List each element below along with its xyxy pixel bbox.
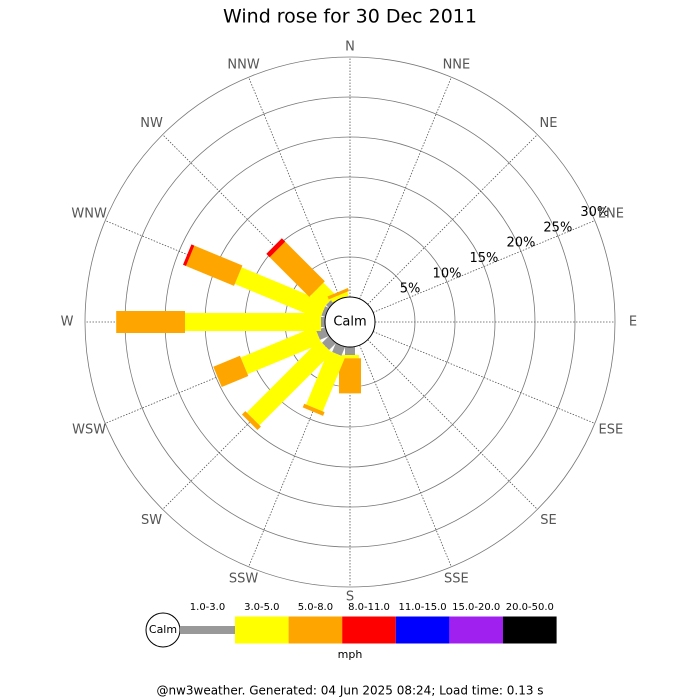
- ring-label: 30%: [580, 205, 609, 220]
- legend-label: 11.0-15.0: [399, 602, 447, 613]
- legend-label: 1.0-3.0: [190, 602, 225, 613]
- wind-bar: [332, 343, 346, 356]
- ring-label: 20%: [506, 236, 535, 251]
- ring-label: 10%: [433, 266, 462, 281]
- legend-label: 5.0-8.0: [298, 602, 333, 613]
- direction-label: WNW: [71, 206, 107, 221]
- legend: Calm mph 1.0-3.0 3.0-5.0 5.0-8.0 8.0-11.0 11…: [145, 602, 557, 661]
- direction-label: SSE: [444, 571, 469, 586]
- wind-bar: [246, 340, 332, 426]
- spoke: [372, 331, 595, 424]
- legend-swatch: [180, 626, 235, 634]
- wind-bar: [116, 311, 185, 333]
- wind-bar: [306, 350, 346, 412]
- chart-title: Wind rose for 30 Dec 2011: [223, 6, 477, 28]
- direction-label: SE: [540, 513, 556, 528]
- legend-unit: mph: [338, 648, 363, 661]
- spoke: [367, 339, 538, 510]
- direction-label: NNW: [227, 58, 259, 73]
- wind-bar: [321, 336, 336, 351]
- wind-bar: [269, 241, 325, 297]
- wind-bar: [213, 355, 249, 388]
- spoke: [359, 344, 452, 567]
- direction-label: WSW: [72, 423, 106, 438]
- wind-bar: [345, 347, 355, 355]
- calm-circle: [324, 296, 376, 348]
- ring-label: 5%: [400, 282, 421, 297]
- legend-swatch: [288, 616, 343, 644]
- wind-bar: [339, 358, 361, 394]
- spoke: [248, 77, 341, 300]
- legend-calm-label: Calm: [149, 623, 177, 636]
- wind-bar: [310, 282, 336, 308]
- wind-bar: [240, 326, 322, 375]
- legend-swatch: [395, 616, 450, 644]
- wind-bar: [266, 238, 286, 258]
- legend-label: 8.0-11.0: [348, 602, 390, 613]
- wind-bar: [183, 244, 195, 266]
- direction-label: NW: [140, 116, 163, 131]
- direction-label: NNE: [443, 58, 471, 73]
- legend-swatch: [235, 616, 289, 644]
- spoke: [372, 220, 595, 313]
- direction-label: ENE: [598, 206, 624, 221]
- legend-label: 15.0-20.0: [452, 602, 500, 613]
- spoke: [359, 77, 452, 300]
- legend-label: 3.0-5.0: [244, 602, 279, 613]
- wind-bar: [234, 267, 327, 320]
- wind-bar: [330, 291, 349, 303]
- bars: [116, 238, 378, 431]
- wind-bar: [241, 411, 261, 431]
- legend-swatch: [503, 616, 557, 644]
- direction-label: SSW: [229, 571, 259, 586]
- footer: @nw3weather. Generated: 04 Jun 2025 08:2…: [156, 684, 543, 698]
- direction-label: NE: [539, 116, 557, 131]
- calm-label: Calm: [333, 315, 366, 330]
- ring: [84, 56, 616, 588]
- wind-bar: [302, 403, 325, 416]
- ring-label: 15%: [470, 251, 499, 266]
- direction-label: SW: [141, 513, 162, 528]
- direction-label: N: [345, 40, 355, 55]
- wind-bar: [185, 245, 243, 286]
- ring-label: 25%: [543, 220, 572, 235]
- legend-swatch: [342, 616, 396, 644]
- legend-label: 20.0-50.0: [506, 602, 554, 613]
- direction-label: S: [346, 590, 354, 605]
- direction-label: E: [629, 315, 637, 330]
- wind-bar: [321, 306, 329, 318]
- spoke: [367, 134, 538, 305]
- direction-label: W: [61, 315, 74, 330]
- wind-bar: [341, 355, 359, 359]
- wind-bar: [321, 317, 325, 327]
- wind-bar: [327, 288, 350, 300]
- wind-bar: [185, 313, 321, 331]
- legend-swatch: [449, 616, 503, 644]
- direction-label: ESE: [599, 423, 624, 438]
